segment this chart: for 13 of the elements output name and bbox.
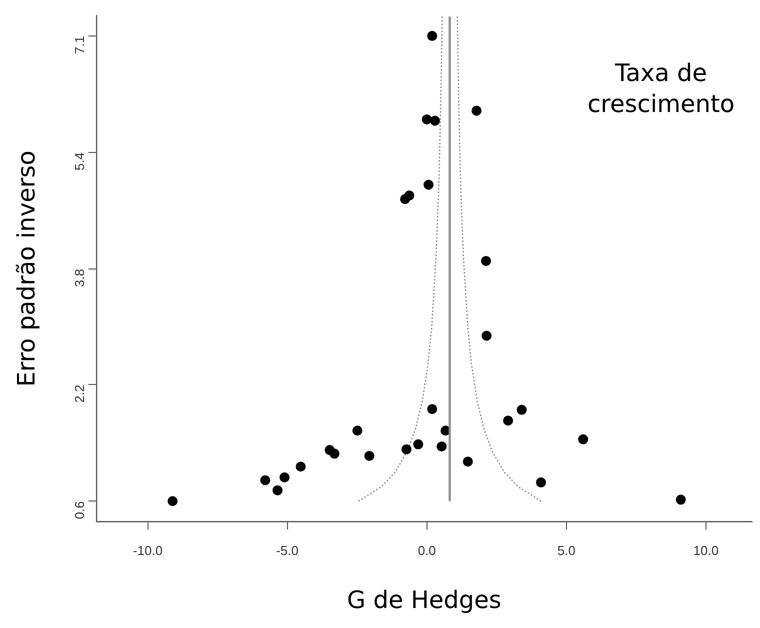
x-axis-title: G de Hedges xyxy=(346,586,502,614)
annotation: Taxa de crescimento xyxy=(586,58,736,120)
x-tick-label: -10.0 xyxy=(132,542,163,558)
y-tick-label: 5.4 xyxy=(72,152,87,170)
x-tick-label: 0.0 xyxy=(418,542,436,558)
x-tick-label: 10.0 xyxy=(693,542,719,558)
y-tick-label: 2.2 xyxy=(72,384,87,403)
y-axis-title: Erro padrão inverso xyxy=(12,150,41,387)
y-tick-label: 3.8 xyxy=(72,268,87,287)
y-tick-label: 7.1 xyxy=(72,36,87,54)
x-tick-label: -5.0 xyxy=(276,542,299,558)
x-tick-label: 5.0 xyxy=(557,542,576,558)
y-tick-label: 0.6 xyxy=(72,501,87,520)
